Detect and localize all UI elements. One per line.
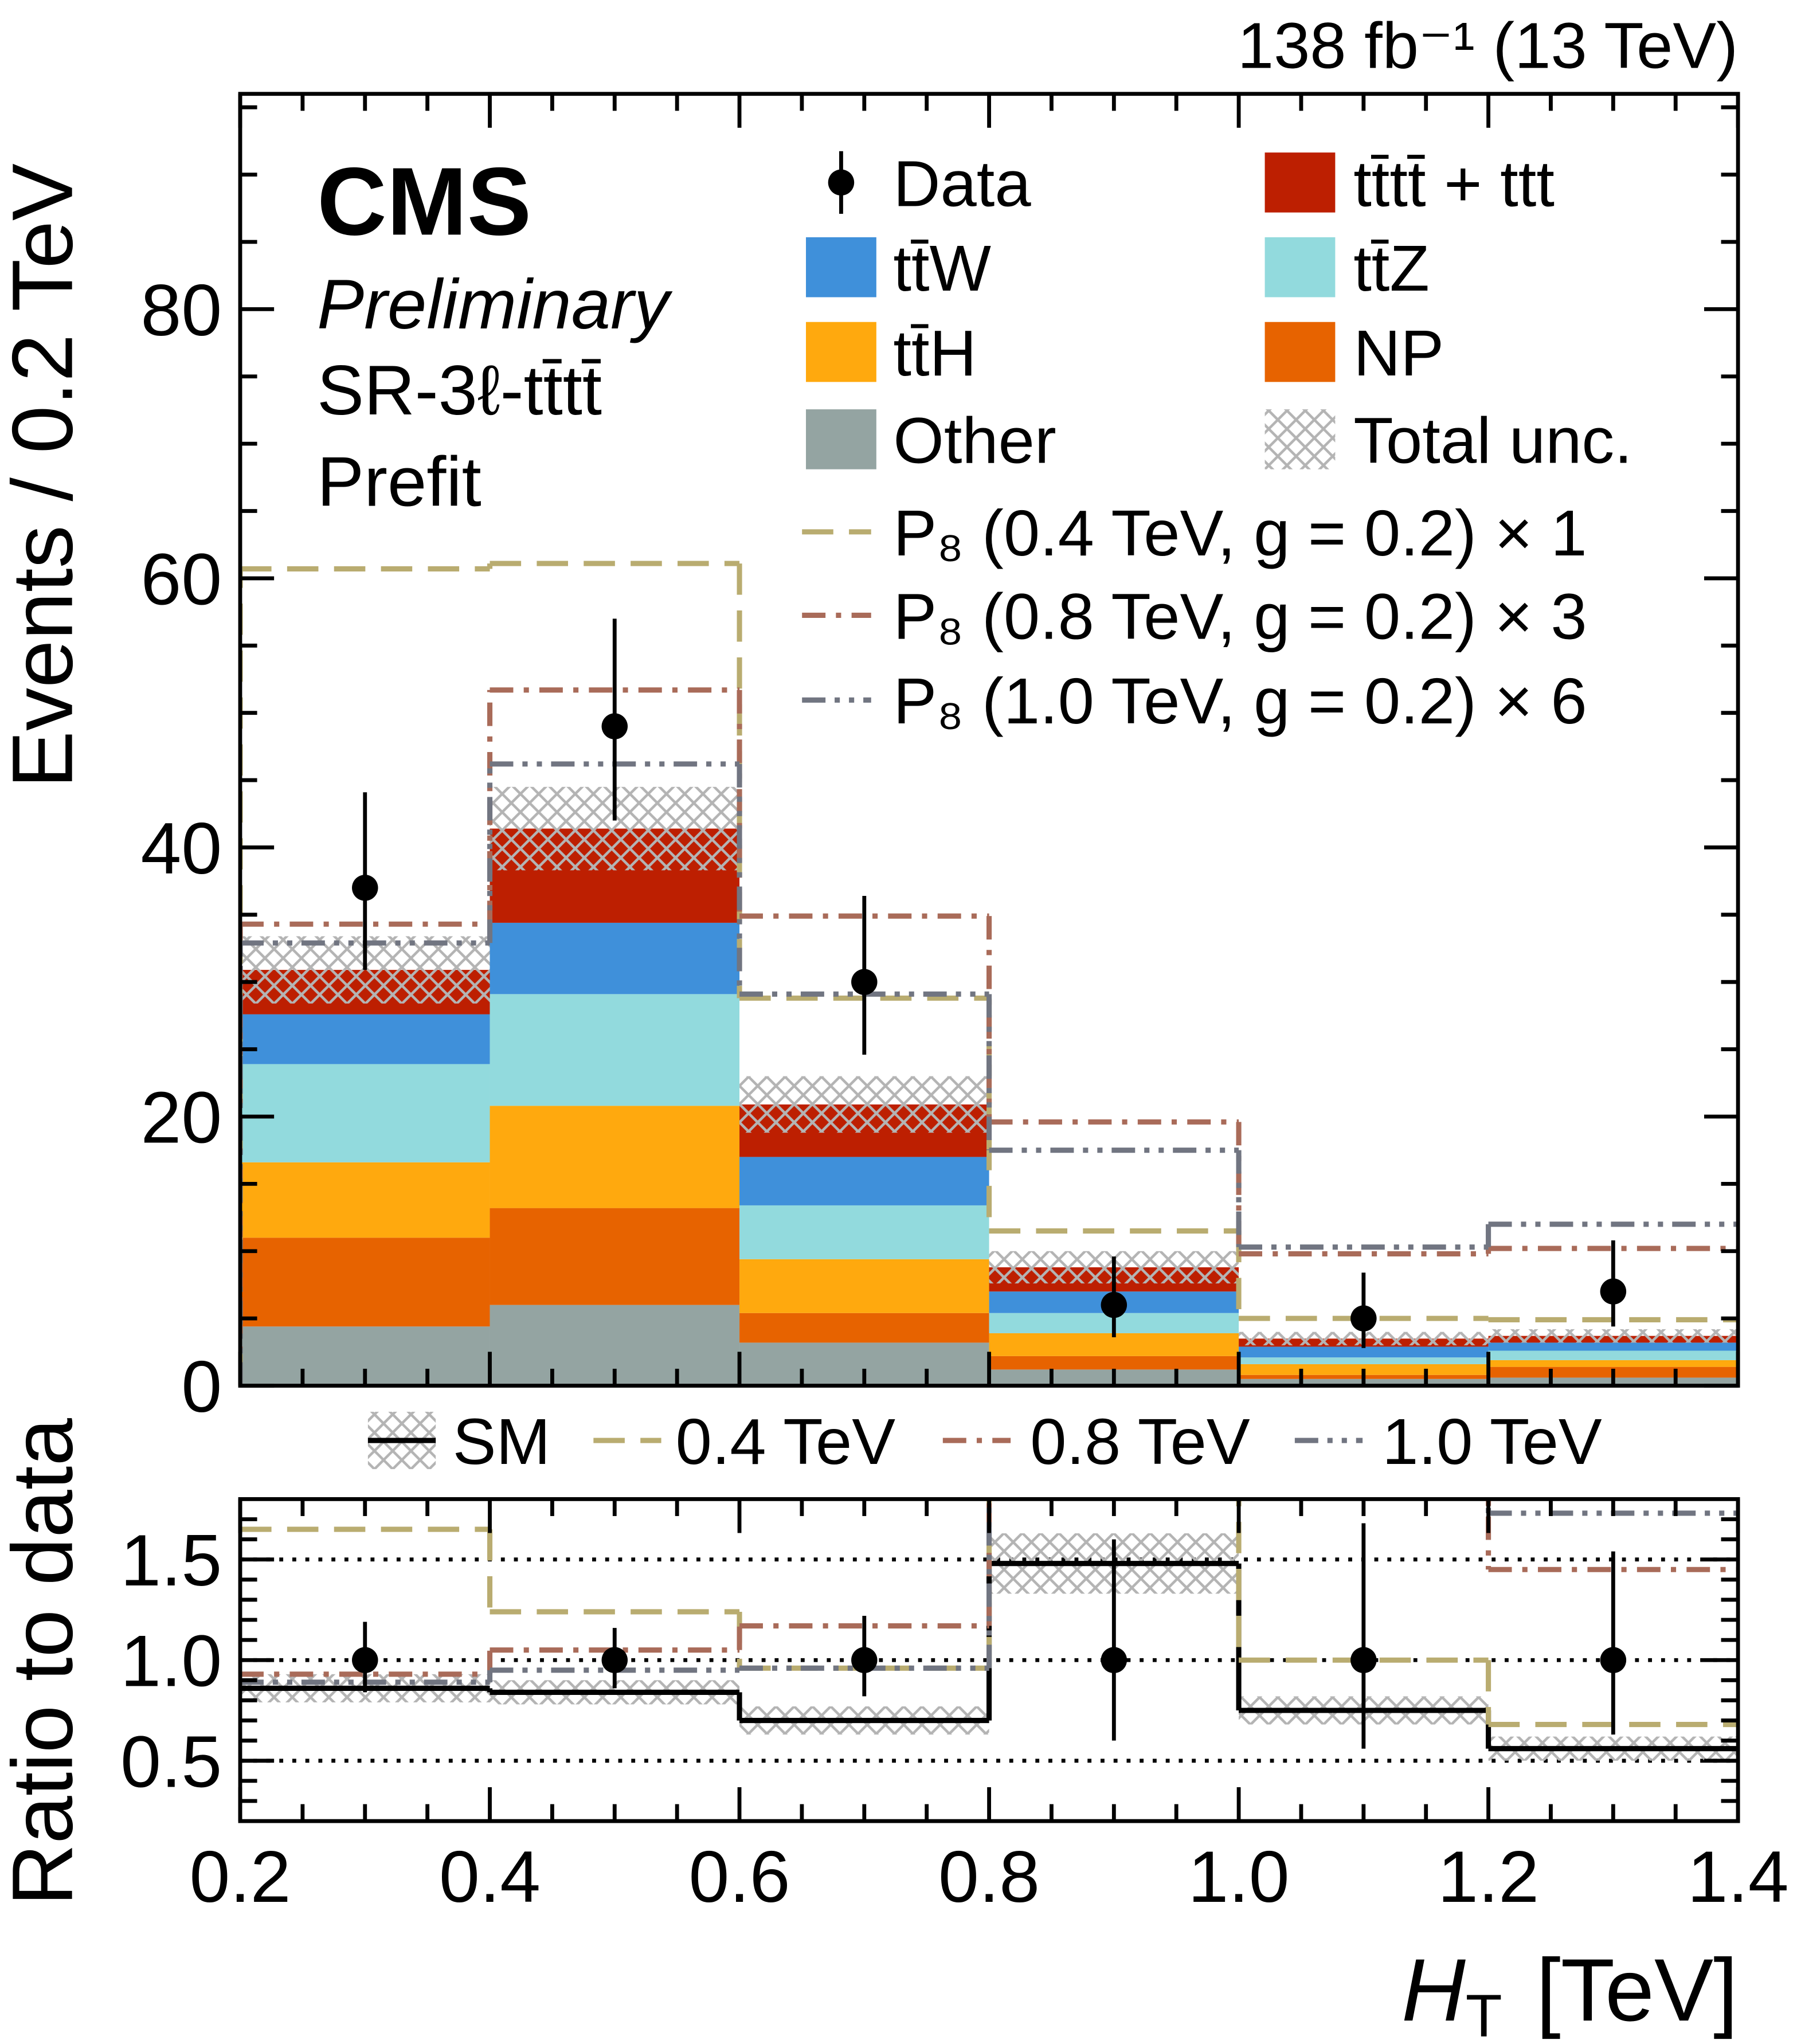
stack-segment bbox=[490, 994, 740, 1106]
stack-segment bbox=[739, 1157, 989, 1205]
legend-label: tt̄tt̄ + ttt bbox=[1353, 147, 1555, 220]
experiment-label: CMS bbox=[317, 147, 531, 255]
stack-segment bbox=[490, 1106, 740, 1208]
stack-segment bbox=[1488, 1360, 1739, 1367]
legend-swatch bbox=[1264, 322, 1336, 382]
y-tick-label: 80 bbox=[141, 269, 222, 351]
legend-swatch bbox=[806, 237, 876, 297]
y-tick-label: 1.5 bbox=[120, 1520, 222, 1601]
legend-label: Data bbox=[893, 147, 1031, 220]
x-title-symbol: H bbox=[1401, 1940, 1466, 2039]
ratio-plot bbox=[240, 1499, 1739, 1763]
x-tick-label: 0.2 bbox=[189, 1836, 291, 1917]
ratio-frame bbox=[238, 1497, 1740, 1823]
legend-label: 1.0 TeV bbox=[1382, 1405, 1602, 1478]
stack-segment bbox=[240, 1238, 490, 1327]
legend-label: SM bbox=[453, 1405, 551, 1478]
ratio-data-point bbox=[1600, 1647, 1627, 1673]
x-title-unit: [TeV] bbox=[1536, 1940, 1738, 2039]
y-tick-label: 0.5 bbox=[120, 1721, 222, 1802]
data-point bbox=[1350, 1305, 1377, 1332]
x-tick-label: 0.6 bbox=[689, 1836, 790, 1917]
stack-segment bbox=[739, 1205, 989, 1259]
ratio-data-point bbox=[1350, 1647, 1377, 1673]
stack-segment bbox=[739, 1259, 989, 1313]
y-tick-label: 0 bbox=[181, 1346, 222, 1427]
legend-swatch bbox=[806, 322, 876, 382]
main-plot bbox=[240, 561, 1739, 1386]
ratio-data-point bbox=[352, 1647, 378, 1673]
fit-state-label: Prefit bbox=[317, 443, 481, 521]
legend-label: tt̄W bbox=[893, 232, 991, 305]
legend-swatch bbox=[1264, 152, 1336, 213]
data-point bbox=[352, 875, 378, 901]
y-tick-label: 1.0 bbox=[120, 1620, 222, 1702]
ratio-data-point bbox=[601, 1647, 628, 1673]
data-point bbox=[1101, 1291, 1127, 1318]
legend-label: Other bbox=[893, 404, 1056, 477]
main-frame bbox=[238, 92, 1740, 1388]
total-unc-band bbox=[739, 1076, 989, 1133]
stack-segment bbox=[1488, 1350, 1739, 1360]
x-tick-label: 1.4 bbox=[1688, 1836, 1789, 1917]
lumi-label: 138 fb⁻¹ (13 TeV) bbox=[1238, 9, 1738, 82]
stack-segment bbox=[240, 1014, 490, 1064]
stack-segment bbox=[1488, 1342, 1739, 1351]
region-label: SR-3ℓ-tt̄tt̄ bbox=[317, 351, 602, 430]
legend-label: NP bbox=[1353, 317, 1444, 390]
legend-label: P₈ (0.8 TeV, g = 0.2) × 3 bbox=[893, 580, 1587, 653]
legend-label: 0.8 TeV bbox=[1030, 1405, 1250, 1478]
legend-swatch bbox=[1264, 409, 1336, 469]
ratio-y-axis-title: Ratio to data bbox=[0, 1418, 91, 1906]
legend-label: tt̄H bbox=[893, 317, 976, 390]
y-tick-label: 40 bbox=[141, 808, 222, 889]
stack-segment bbox=[739, 1313, 989, 1343]
legend-data-marker bbox=[828, 169, 855, 196]
y-tick-label: 20 bbox=[141, 1076, 222, 1158]
legend-label: tt̄Z bbox=[1353, 232, 1430, 305]
ratio-data-point bbox=[1101, 1647, 1127, 1673]
x-tick-label: 0.4 bbox=[439, 1836, 541, 1917]
legend-swatch bbox=[1264, 237, 1336, 297]
stack-segment bbox=[240, 1064, 490, 1162]
ratio-data-point bbox=[851, 1647, 878, 1673]
legend-label: P₈ (0.4 TeV, g = 0.2) × 1 bbox=[893, 497, 1587, 570]
axes: 0 20 40 60 80 0.5 1.0 1.5 0.2 0.4 0.6 0.8 1.0 1.2 1.4 D… bbox=[120, 92, 1789, 1917]
stack-segment bbox=[490, 1208, 740, 1305]
stack-segment bbox=[1239, 1357, 1489, 1364]
y-axis-title: Events / 0.2 TeV bbox=[0, 163, 91, 788]
total-unc-band bbox=[1488, 1329, 1739, 1343]
x-title-subscript: T bbox=[1466, 1982, 1502, 2044]
data-point bbox=[851, 969, 878, 995]
legend-swatch bbox=[806, 409, 876, 469]
legend-label: 0.4 TeV bbox=[676, 1405, 896, 1478]
x-axis-title: HT [TeV] bbox=[1401, 1940, 1738, 2044]
x-tick-label: 1.0 bbox=[1188, 1836, 1290, 1917]
stack-segment bbox=[1239, 1346, 1489, 1358]
legend-label: Total unc. bbox=[1353, 404, 1632, 477]
legend-label: P₈ (1.0 TeV, g = 0.2) × 6 bbox=[893, 665, 1587, 738]
stack-segment bbox=[240, 1162, 490, 1238]
y-tick-label: 60 bbox=[141, 538, 222, 620]
x-tick-label: 1.2 bbox=[1438, 1836, 1539, 1917]
stack-segment bbox=[490, 922, 740, 994]
x-tick-label: 0.8 bbox=[938, 1836, 1040, 1917]
data-point bbox=[1600, 1278, 1627, 1305]
stack-segment bbox=[989, 1356, 1239, 1370]
status-label: Preliminary bbox=[317, 265, 673, 344]
data-point bbox=[601, 713, 628, 739]
